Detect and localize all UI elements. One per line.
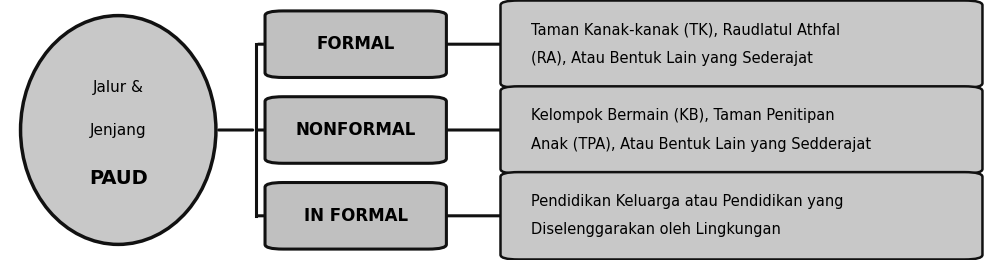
- Text: Pendidikan Keluarga atau Pendidikan yang: Pendidikan Keluarga atau Pendidikan yang: [531, 194, 843, 209]
- Text: Jenjang: Jenjang: [90, 122, 146, 138]
- FancyBboxPatch shape: [265, 183, 446, 249]
- FancyBboxPatch shape: [500, 172, 982, 259]
- Text: Jalur &: Jalur &: [93, 80, 143, 95]
- Text: Diselenggarakan oleh Lingkungan: Diselenggarakan oleh Lingkungan: [531, 222, 781, 237]
- Text: NONFORMAL: NONFORMAL: [296, 121, 416, 139]
- FancyBboxPatch shape: [500, 86, 982, 174]
- Text: Taman Kanak-kanak (TK), Raudlatul Athfal: Taman Kanak-kanak (TK), Raudlatul Athfal: [531, 23, 840, 38]
- Text: PAUD: PAUD: [89, 168, 147, 188]
- FancyBboxPatch shape: [265, 97, 446, 163]
- FancyBboxPatch shape: [265, 11, 446, 77]
- FancyBboxPatch shape: [500, 1, 982, 88]
- Text: (RA), Atau Bentuk Lain yang Sederajat: (RA), Atau Bentuk Lain yang Sederajat: [531, 51, 813, 66]
- Text: Anak (TPA), Atau Bentuk Lain yang Sedderajat: Anak (TPA), Atau Bentuk Lain yang Sedder…: [531, 136, 871, 152]
- Text: Kelompok Bermain (KB), Taman Penitipan: Kelompok Bermain (KB), Taman Penitipan: [531, 108, 835, 124]
- Text: FORMAL: FORMAL: [317, 35, 395, 53]
- Ellipse shape: [20, 16, 216, 244]
- Text: IN FORMAL: IN FORMAL: [304, 207, 408, 225]
